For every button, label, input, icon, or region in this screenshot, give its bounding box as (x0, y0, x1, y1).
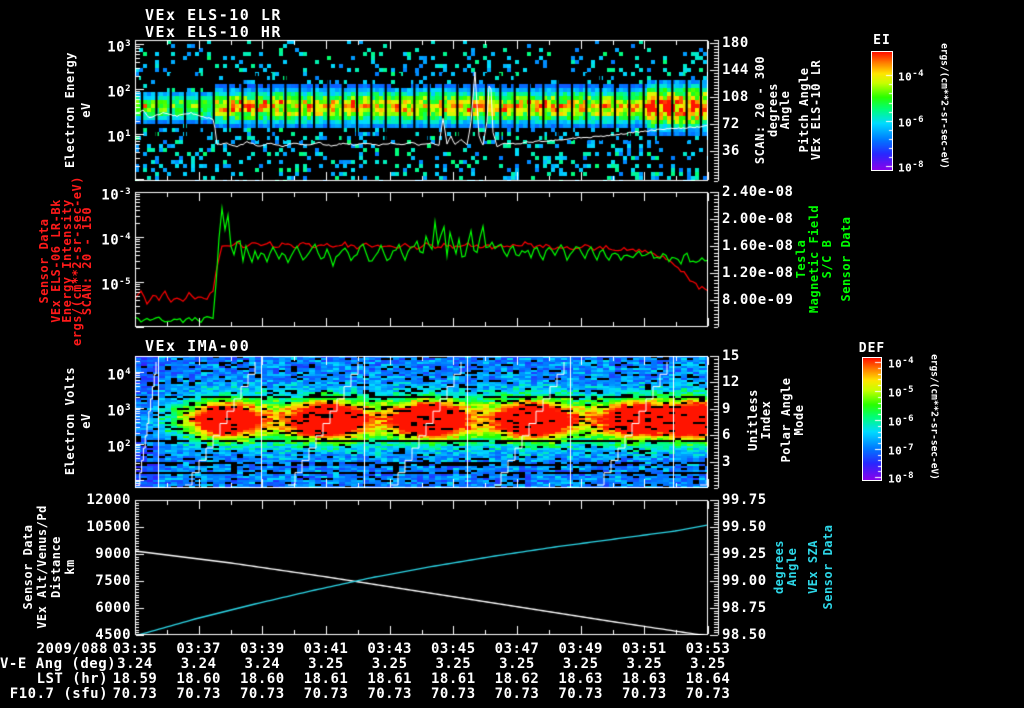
def-colorbar (862, 357, 882, 481)
ei-colorbar (871, 51, 893, 171)
